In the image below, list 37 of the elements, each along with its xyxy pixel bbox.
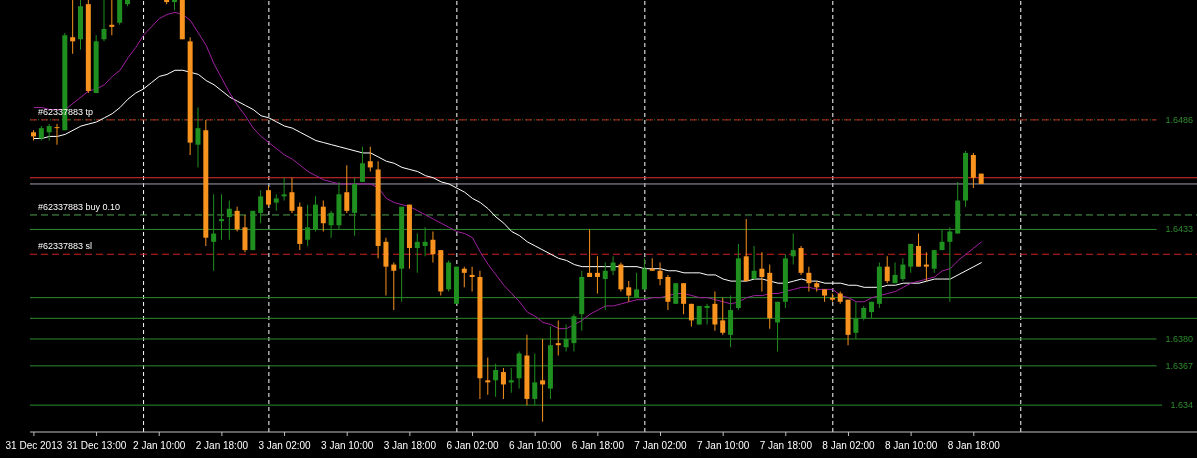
x-tick-label: 31 Dec 2013 [5, 440, 63, 451]
candlestick [649, 258, 655, 271]
candlestick [70, 0, 76, 54]
annotation: 1.634 [1170, 400, 1193, 411]
x-tick-label: 7 Jan 18:00 [759, 440, 813, 451]
candlestick [54, 124, 60, 145]
ref-line-label: 1.6367 [1165, 360, 1193, 371]
x-tick-label: 7 Jan 10:00 [697, 440, 750, 451]
x-tick-label: 6 Jan 18:00 [571, 440, 625, 451]
ref-line-label: 1.6433 [1165, 224, 1193, 235]
candlestick [485, 357, 491, 395]
candlestick [218, 194, 224, 240]
candlestick [594, 256, 600, 294]
x-tick-label: 8 Jan 02:00 [822, 440, 876, 451]
x-tick-label: 3 Jan 02:00 [258, 440, 312, 451]
x-tick-label: 31 Dec 13:00 [66, 440, 127, 451]
x-tick-label: 2 Jan 10:00 [133, 440, 186, 451]
ref-line-label: 1.6486 [1165, 114, 1193, 125]
x-tick-label: 8 Jan 10:00 [884, 440, 938, 451]
x-tick-label: 3 Jan 10:00 [321, 440, 374, 451]
ref-line-label: #62337883 sl [38, 241, 93, 252]
candlestick [211, 194, 217, 271]
x-tick-label: 6 Jan 10:00 [509, 440, 562, 451]
candlestick [587, 229, 593, 277]
x-tick-label: 8 Jan 18:00 [947, 440, 1001, 451]
x-tick-label: 7 Jan 02:00 [634, 440, 688, 451]
candlestick [508, 367, 514, 393]
candlestick [923, 252, 929, 282]
x-tick-label: 6 Jan 02:00 [446, 440, 500, 451]
ref-line-label: #62337883 buy 0.10 [38, 201, 121, 212]
x-tick-label: 2 Jan 18:00 [195, 440, 249, 451]
candlestick [540, 338, 546, 422]
candlestick [704, 303, 710, 325]
x-tick-label: 3 Jan 18:00 [383, 440, 437, 451]
candlestick [109, 0, 115, 36]
candlestick [555, 320, 561, 356]
ref-line-label: 1.6380 [1165, 333, 1193, 344]
